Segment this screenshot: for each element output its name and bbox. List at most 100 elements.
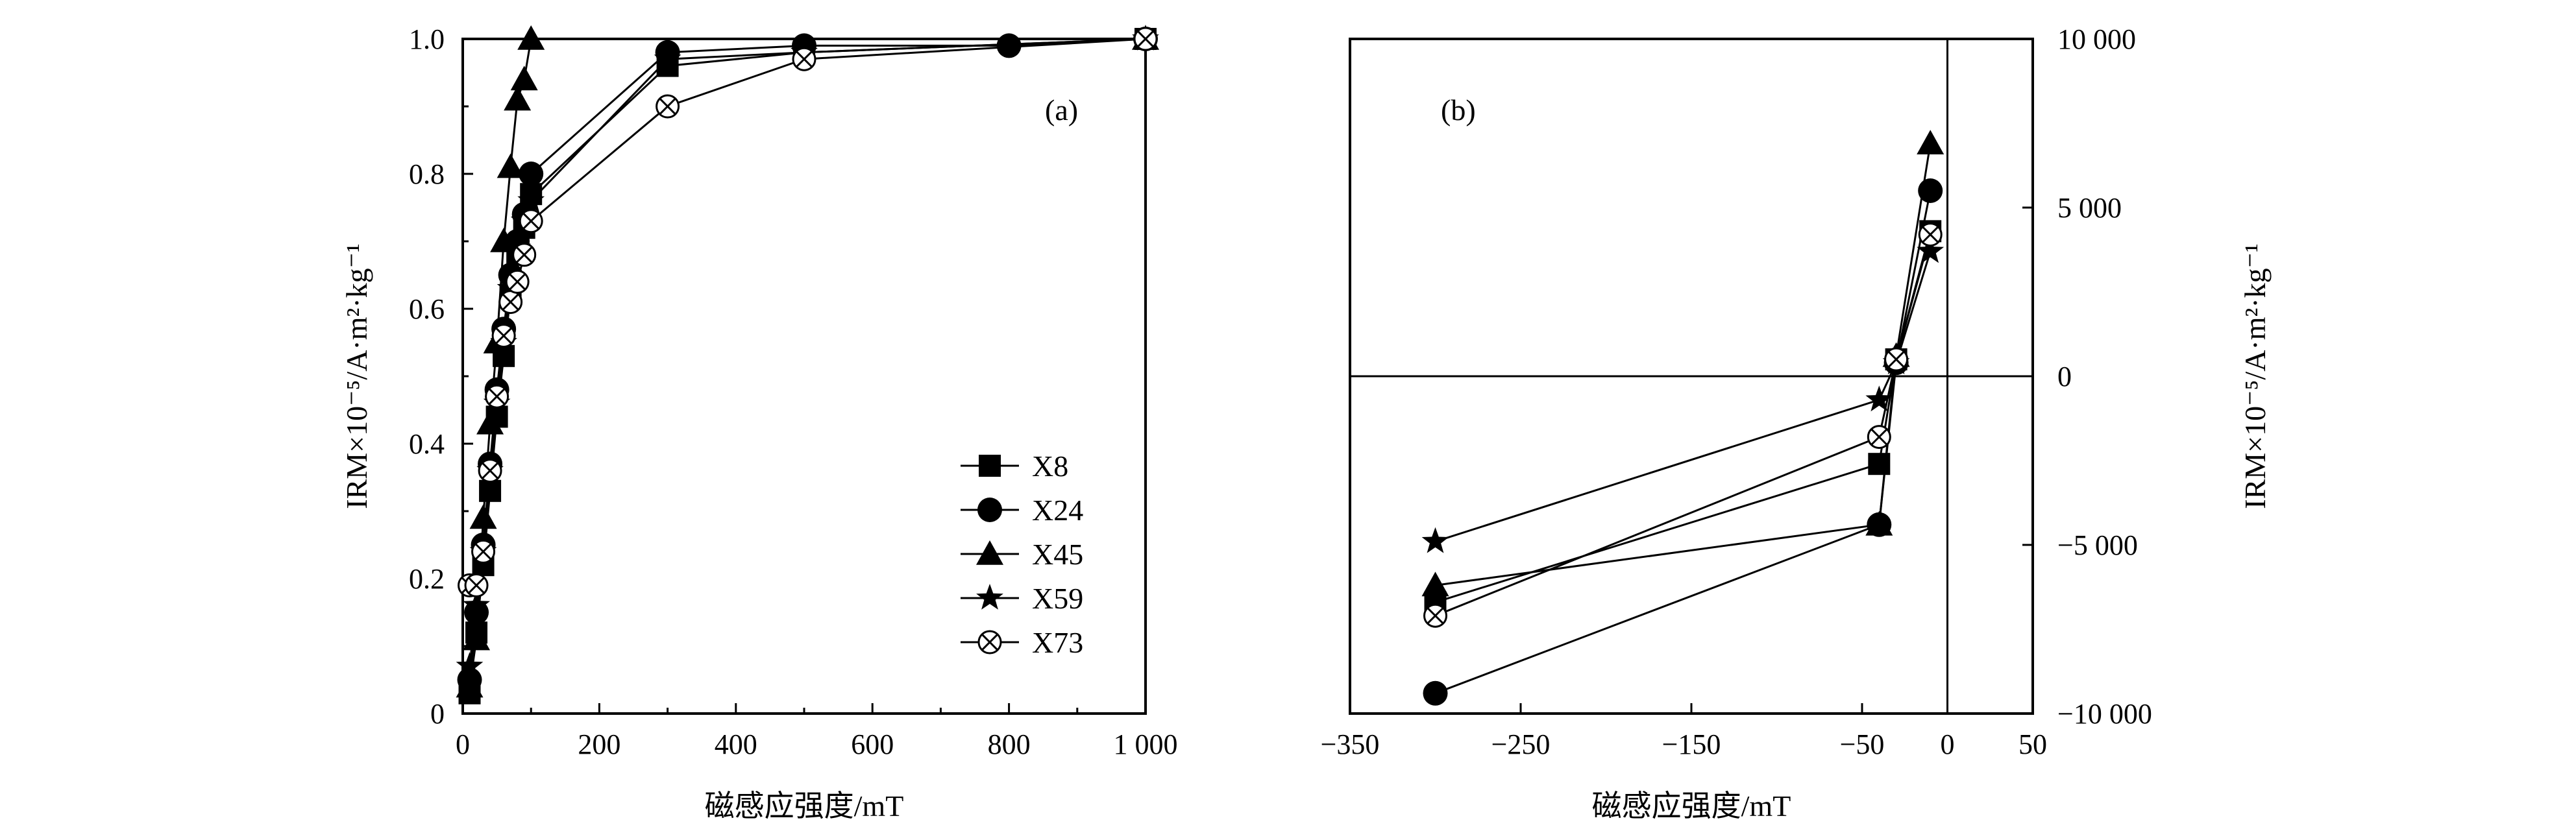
legend-marker-x59 [976, 584, 1003, 610]
y-tick-label: −5 000 [2057, 529, 2138, 561]
legend-label-x24: X24 [1032, 494, 1083, 527]
data-point-x45 [469, 504, 497, 529]
panel-label-b: (b) [1441, 93, 1476, 126]
y-tick-label: 0 [2057, 361, 2072, 392]
y-axis-label-b: IRM×10⁻⁵/A·m²·kg⁻¹ [2239, 243, 2272, 509]
y-tick-label: −10 000 [2057, 698, 2152, 730]
data-point-x73 [1884, 347, 1909, 372]
data-point-x45 [497, 153, 524, 178]
legend-label-x59: X59 [1032, 582, 1083, 615]
data-point-x8 [479, 479, 502, 502]
data-point-x45 [1421, 571, 1449, 597]
data-point-x45 [510, 66, 538, 91]
data-point-x73 [485, 384, 509, 409]
legend-marker-x45 [976, 540, 1003, 565]
data-point-x73 [478, 459, 502, 483]
x-tick-label: 600 [851, 728, 894, 760]
data-point-x45 [1865, 511, 1893, 536]
series-line-x59 [469, 38, 1146, 667]
x-tick-label: 1 000 [1114, 728, 1178, 760]
data-point-x73 [491, 324, 516, 348]
x-axis-label-a: 磁感应强度/mT [705, 789, 904, 823]
legend-label-x45: X45 [1032, 538, 1083, 571]
data-point-x73 [1918, 222, 1943, 247]
series-line-x59 [1435, 251, 1932, 543]
data-point-x73 [512, 243, 537, 267]
zero-lines-b [1350, 39, 2033, 714]
panel-a: (a) 磁感应强度/mT IRM×10⁻⁵/A·m²·kg⁻¹ 0 200 400 6… [340, 23, 1178, 823]
legend-item-x8: X8 [961, 450, 1068, 483]
x-tick-label: −350 [1321, 728, 1380, 760]
series-x73 [1423, 222, 1943, 628]
data-point-x73 [1423, 603, 1447, 628]
data-point-x73 [792, 47, 816, 71]
data-point-x24 [1423, 680, 1448, 706]
y-tick-label: 0.2 [409, 563, 445, 595]
data-point-x59 [1917, 237, 1944, 263]
legend-label-x8: X8 [1032, 450, 1068, 483]
x-tick-label: −50 [1840, 728, 1885, 760]
x-tick-label: 50 [2018, 728, 2047, 760]
legend-item-x59: X59 [961, 582, 1083, 615]
x-tick-label: 800 [988, 728, 1031, 760]
y-tick-label: 10 000 [2057, 23, 2136, 55]
data-point-x73 [464, 573, 489, 597]
panel-label-a: (a) [1045, 93, 1078, 126]
data-point-x73 [656, 94, 680, 119]
data-point-x45 [517, 25, 545, 50]
y-tick-label: 0.8 [409, 158, 445, 190]
y-tick-label: 0.4 [409, 428, 445, 460]
data-point-x59 [463, 591, 490, 618]
data-point-x73 [1133, 27, 1158, 51]
series-line-x8 [1435, 231, 1932, 603]
data-point-x73 [505, 269, 530, 294]
data-point-x73 [519, 209, 543, 234]
data-point-x59 [654, 45, 681, 71]
legend-marker-x24 [977, 498, 1002, 522]
x-tick-label: 0 [1941, 728, 1955, 760]
series-b [1421, 130, 1944, 706]
x-tick-label: 400 [715, 728, 757, 760]
ticks-b: −350 −250 −150 −50 0 50 −10 000 −5 000 0 5 000 10 … [1321, 23, 2152, 760]
data-point-x73 [1867, 425, 1891, 450]
y-tick-label: 0.6 [409, 293, 445, 325]
series-x73 [458, 27, 1158, 597]
data-point-x24 [519, 162, 544, 186]
series-line-x73 [1434, 234, 1932, 617]
legend-marker-x73 [977, 630, 1002, 655]
y-tick-label: 5 000 [2057, 192, 2122, 224]
legend-marker-x8 [979, 455, 1001, 477]
x-tick-label: 0 [456, 728, 470, 760]
data-point-x73 [498, 290, 523, 315]
data-point-x45 [456, 673, 484, 698]
x-axis-label-b: 磁感应强度/mT [1592, 789, 1791, 823]
y-tick-label: 1.0 [409, 23, 445, 55]
series-line-x45 [1435, 143, 1932, 586]
legend-item-x24: X24 [961, 494, 1083, 527]
x-tick-label: 200 [578, 728, 620, 760]
y-tick-label: 0 [430, 698, 445, 730]
data-point-x45 [463, 625, 491, 651]
data-point-x59 [1865, 385, 1893, 412]
series-x8 [1424, 220, 1942, 614]
panel-b: (b) 磁感应强度/mT IRM×10⁻⁵/A·m²·kg⁻¹ −350 −250… [1321, 23, 2272, 823]
x-tick-label: −250 [1491, 728, 1551, 760]
series-x59 [1421, 237, 1944, 553]
data-point-x45 [1917, 130, 1944, 154]
series-x45 [1421, 130, 1944, 597]
data-point-x59 [456, 652, 484, 678]
data-point-x45 [504, 86, 532, 111]
series-a [456, 25, 1159, 704]
legend: X8 X24 X45 X59 X73 [961, 450, 1083, 659]
ticks-a: 0 200 400 600 800 1 000 0 0.2 0.4 0.6 0.8 1.0 [409, 23, 1178, 760]
y-axis-label-a: IRM×10⁻⁵/A·m²·kg⁻¹ [340, 243, 373, 509]
data-point-x59 [517, 186, 545, 213]
data-point-x45 [476, 409, 504, 435]
legend-item-x73: X73 [961, 626, 1083, 659]
data-point-x73 [471, 539, 496, 564]
legend-label-x73: X73 [1032, 626, 1083, 659]
data-point-x59 [1421, 527, 1449, 553]
series-line-x24 [1434, 190, 1932, 695]
legend-item-x45: X45 [961, 538, 1083, 571]
